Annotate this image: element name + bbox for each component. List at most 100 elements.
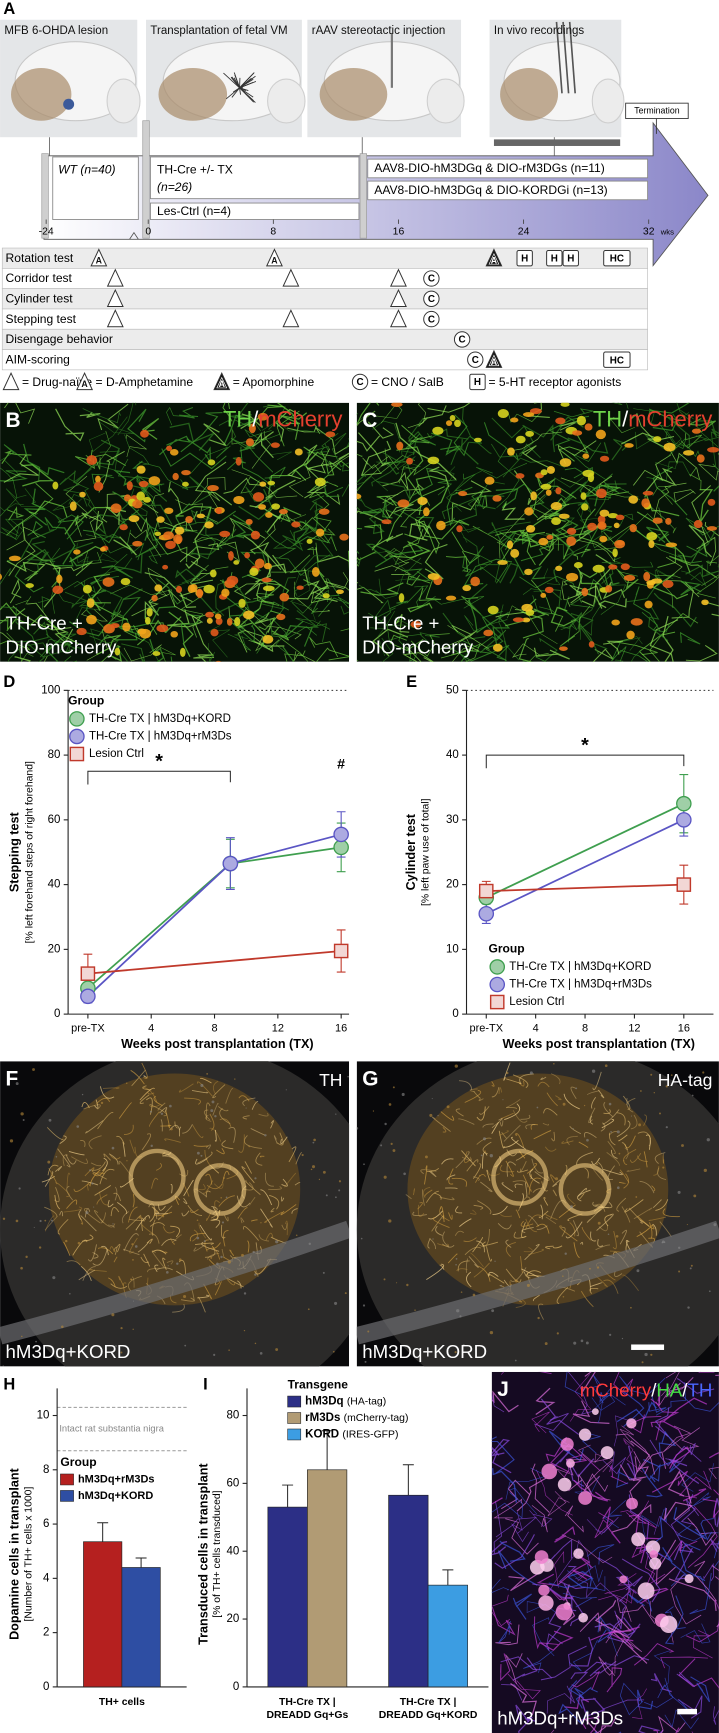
- fiber: [500, 1653, 511, 1682]
- graft-fiber: [432, 1217, 450, 1228]
- cell-body: [580, 492, 587, 500]
- fiber: [140, 485, 155, 505]
- speckle: [200, 1083, 204, 1087]
- fiber: [356, 550, 377, 567]
- graft-fiber: [102, 1157, 108, 1172]
- cell-body: [132, 499, 143, 509]
- graft-fiber: [99, 1218, 116, 1228]
- test-label: Corridor test: [6, 271, 73, 285]
- graft-fiber: [555, 1095, 562, 1101]
- graft-fiber: [439, 1196, 455, 1201]
- cell-body: [410, 620, 422, 628]
- graft-fiber: [573, 1242, 580, 1259]
- cell-body: [82, 584, 92, 594]
- graft-fiber: [448, 1212, 453, 1220]
- speckle: [130, 1278, 132, 1281]
- fiber: [64, 591, 88, 609]
- fiber: [658, 1430, 677, 1457]
- fiber: [72, 468, 97, 511]
- data-point: [80, 966, 96, 981]
- fiber: [667, 413, 690, 447]
- speckle: [196, 1219, 199, 1222]
- fiber: [175, 499, 219, 523]
- fiber: [493, 1500, 503, 1554]
- cell-body: [173, 534, 183, 544]
- fiber: [28, 500, 68, 518]
- graft-fiber: [603, 1109, 611, 1114]
- fiber: [515, 1704, 537, 1723]
- graft-fiber: [506, 1161, 517, 1177]
- graft-fiber: [458, 1118, 475, 1125]
- cell-body: [629, 523, 637, 533]
- fiber: [511, 643, 541, 658]
- scale-bar: [677, 1708, 697, 1715]
- graft-fiber: [447, 1253, 458, 1264]
- cell-body: [581, 587, 589, 597]
- graft-fiber: [441, 1243, 455, 1248]
- graft-fiber: [637, 1131, 651, 1140]
- speckle: [33, 1226, 35, 1228]
- symbol-letter: A: [271, 255, 278, 265]
- fiber: [152, 519, 188, 562]
- fiber: [399, 500, 431, 528]
- fiber: [462, 555, 484, 577]
- speckle: [480, 1154, 483, 1157]
- fiber: [693, 1630, 713, 1659]
- speckle: [414, 1309, 416, 1311]
- y-tick-label: 10: [446, 943, 459, 955]
- graft-fiber: [273, 1135, 278, 1144]
- fiber: [581, 1431, 601, 1454]
- cell-body: [154, 584, 163, 592]
- speckle: [222, 1176, 225, 1179]
- scale-bar: [631, 1344, 665, 1350]
- y-axis-title: Transduced cells in transplant: [197, 1463, 211, 1645]
- graft-fiber: [473, 1090, 481, 1099]
- graft-fiber: [223, 1215, 229, 1222]
- reference-label: Intact rat substantia nigra: [59, 1424, 164, 1434]
- cell-body: [626, 1497, 638, 1510]
- fiber: [401, 568, 432, 582]
- fiber: [23, 488, 48, 526]
- graft-fiber: [247, 1240, 250, 1253]
- graft-fiber: [114, 1186, 118, 1201]
- graft-fiber: [588, 1107, 596, 1124]
- cell-body: [544, 586, 554, 594]
- fiber: [113, 546, 158, 574]
- cell-body: [521, 603, 533, 612]
- termination-box: [625, 102, 689, 119]
- graft-fiber: [603, 1101, 614, 1118]
- graft-fiber: [139, 1087, 155, 1101]
- speckle: [650, 1073, 653, 1076]
- speckle: [254, 1342, 257, 1345]
- cell-body: [555, 417, 566, 425]
- fiber: [491, 1578, 510, 1593]
- fiber: [45, 514, 62, 531]
- graft-fiber: [612, 1230, 617, 1250]
- graft-fiber: [563, 1093, 580, 1110]
- graft-fiber: [587, 1090, 600, 1096]
- graft-fiber: [470, 1209, 477, 1215]
- cell-body: [599, 509, 610, 517]
- cell-body: [592, 564, 605, 573]
- graft-fiber: [68, 1150, 85, 1156]
- fiber: [664, 1606, 686, 1630]
- fiber: [690, 1676, 711, 1703]
- graft-fiber: [160, 1124, 172, 1127]
- cell-body: [0, 573, 3, 581]
- graft-fiber: [475, 1174, 486, 1183]
- fiber: [648, 1463, 661, 1483]
- graft-fiber: [56, 1182, 70, 1197]
- fiber: [418, 579, 442, 601]
- speckle: [514, 1279, 518, 1283]
- graft-fiber: [532, 1294, 540, 1302]
- data-point: [676, 812, 692, 828]
- cell-body: [566, 527, 577, 535]
- fiber: [588, 486, 641, 501]
- fiber: [1, 606, 39, 651]
- speckle: [537, 1316, 540, 1320]
- graft-fiber: [123, 1124, 134, 1135]
- x-axis-title: Weeks post transplantation (TX): [503, 1037, 695, 1051]
- fiber: [161, 448, 227, 470]
- fiber: [20, 565, 39, 580]
- graft-fiber: [464, 1246, 482, 1256]
